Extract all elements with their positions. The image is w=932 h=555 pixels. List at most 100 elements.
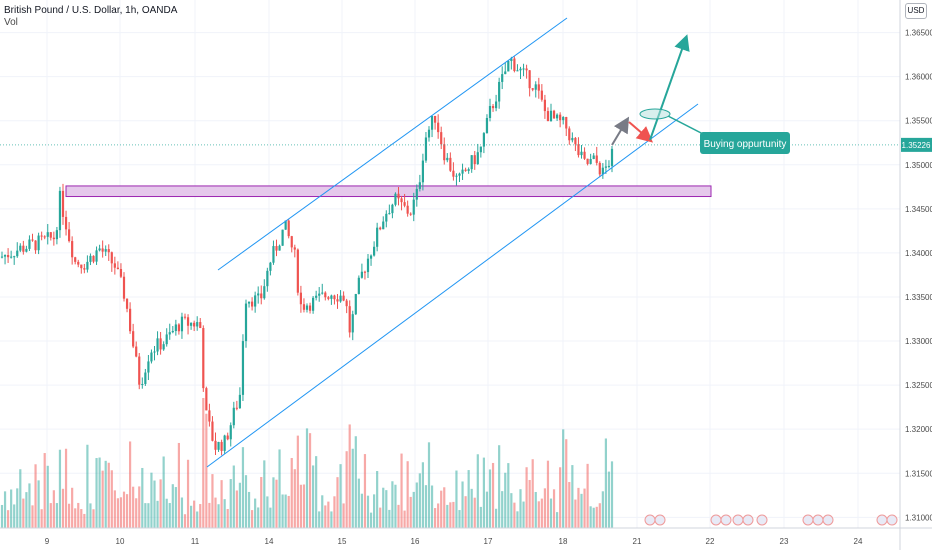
volume-bar — [498, 445, 501, 528]
buy-zone-ellipse — [639, 108, 671, 120]
candle-body — [196, 322, 199, 327]
candle-body — [598, 162, 601, 175]
candles — [0, 56, 614, 456]
candle-body — [150, 352, 153, 362]
volume-bar — [284, 494, 287, 528]
volume-bar — [571, 465, 574, 528]
y-tick-label: 1.32500 — [905, 381, 932, 390]
candle-body — [284, 220, 287, 230]
candle-body — [376, 227, 379, 247]
candle-body — [449, 157, 452, 171]
candle-body — [305, 305, 309, 310]
candle-body — [470, 155, 473, 170]
volume-bar — [583, 488, 586, 528]
volume-bar — [342, 503, 345, 528]
volume-bar — [150, 472, 153, 528]
candle-body — [7, 255, 10, 258]
y-tick-label: 1.32000 — [905, 425, 932, 434]
volume-bar — [122, 491, 126, 528]
candle-body — [549, 110, 553, 122]
volume-label: Vol — [4, 17, 18, 28]
candle-body — [183, 316, 187, 318]
candle-body — [287, 220, 290, 237]
volume-bar — [610, 461, 614, 528]
y-tick-label: 1.34000 — [905, 249, 932, 258]
volume-bar — [348, 424, 351, 528]
volume-bar — [501, 491, 504, 528]
volume-bar — [3, 491, 7, 528]
candle-body — [177, 324, 180, 332]
channel-upper-line — [217, 17, 568, 271]
volume-bar — [357, 478, 360, 528]
volume-bar — [141, 467, 144, 528]
volume-bar — [412, 491, 415, 528]
event-flag-icon — [822, 514, 834, 526]
candle-body — [366, 258, 370, 273]
candle-body — [485, 118, 489, 134]
volume-bar — [601, 491, 604, 528]
volume-bar — [293, 469, 296, 528]
candle-body — [336, 299, 339, 302]
candle-body — [168, 332, 171, 335]
candle-body — [586, 158, 589, 164]
volume-bar — [135, 498, 138, 528]
volume-bar — [229, 479, 232, 528]
volume-bar — [49, 503, 52, 528]
volume-bar — [556, 512, 559, 528]
candle-body — [528, 70, 531, 89]
candle-body — [324, 292, 327, 298]
candle-body — [92, 255, 95, 262]
volume-bar — [440, 490, 443, 528]
volume-bar — [177, 442, 180, 528]
candle-body — [159, 338, 162, 350]
candle-body — [10, 256, 13, 258]
x-tick-label: 9 — [45, 537, 50, 546]
callout-connector — [667, 115, 706, 136]
candle-body — [199, 322, 202, 329]
candle-body — [61, 190, 65, 217]
candle-body — [190, 322, 193, 326]
candle-body — [116, 267, 119, 270]
candle-body — [22, 245, 25, 252]
volume-bar — [430, 485, 434, 528]
symbol-title: British Pound / U.S. Dollar, 1h, OANDA — [4, 5, 178, 16]
candle-body — [482, 133, 485, 147]
candle-body — [205, 388, 208, 411]
volume-bar — [214, 497, 217, 528]
callout-box — [700, 132, 790, 154]
candle-body — [162, 344, 165, 350]
volume-bar — [388, 509, 391, 528]
volume-bar — [565, 439, 568, 528]
volume-bar — [421, 462, 424, 528]
volume-bar — [327, 501, 330, 528]
x-tick-label: 11 — [191, 537, 200, 546]
candle-body — [220, 441, 223, 451]
volume-bar — [333, 496, 336, 528]
volume-bar — [449, 502, 452, 528]
volume-bar — [278, 449, 281, 528]
candle-body — [571, 137, 574, 141]
candle-body — [595, 155, 598, 163]
candle-body — [543, 99, 546, 112]
volume-bar — [379, 507, 382, 528]
volume-bar — [272, 477, 275, 528]
candle-body — [577, 144, 580, 156]
volume-bar — [58, 449, 62, 528]
candle-body — [232, 407, 235, 426]
candle-body — [434, 115, 437, 123]
candle-body — [19, 245, 22, 251]
candle-body — [360, 271, 363, 278]
candle-body — [138, 356, 141, 385]
volume-bar — [235, 490, 238, 528]
currency-badge[interactable]: USD — [905, 3, 927, 19]
volume-bar — [34, 464, 37, 528]
candle-body — [110, 252, 113, 264]
volume-bar — [391, 481, 394, 528]
candle-body — [507, 61, 510, 72]
candle-body — [504, 71, 507, 75]
volume-bar — [549, 498, 553, 528]
candle-body — [580, 151, 583, 156]
candle-body — [171, 330, 174, 333]
volume-bar — [220, 480, 223, 528]
